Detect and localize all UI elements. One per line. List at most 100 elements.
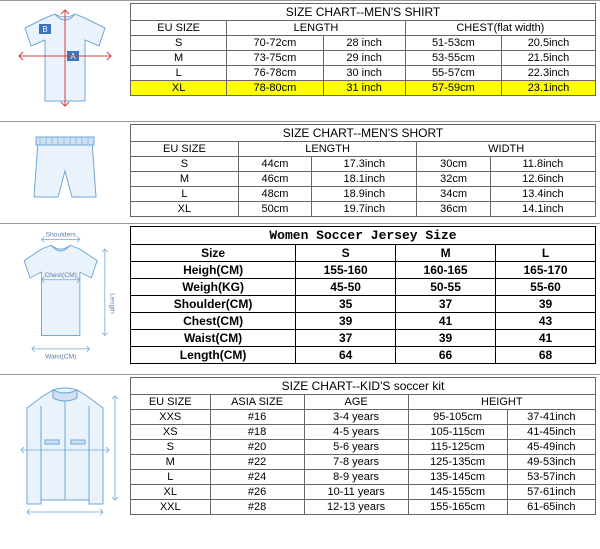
cell: 125-135cm xyxy=(408,455,507,470)
table-row: M#227-8 years125-135cm49-53inch xyxy=(131,455,596,470)
cell: 49-53inch xyxy=(507,455,595,470)
cell: 53-57inch xyxy=(507,470,595,485)
cell: 76-78cm xyxy=(227,66,323,81)
cell: 61-65inch xyxy=(507,500,595,515)
cell: 37 xyxy=(296,330,396,347)
cell: 10-11 years xyxy=(304,485,408,500)
cell: S xyxy=(131,157,239,172)
table-row: S44cm17.3inch30cm11.8inch xyxy=(131,157,596,172)
table-title: Women Soccer Jersey Size xyxy=(131,227,596,245)
cell: 21.5inch xyxy=(501,51,595,66)
shirt-diagram: B A xyxy=(0,1,130,121)
table-row: Heigh(CM)155-160160-165165-170 xyxy=(131,262,596,279)
svg-text:Length: Length xyxy=(109,293,116,314)
cell: #20 xyxy=(210,440,304,455)
table-row: Chest(CM)394143 xyxy=(131,313,596,330)
cell: 30cm xyxy=(417,157,490,172)
mens-shirt-section: B A SIZE CHART--MEN'S SHIRT EU SIZE LENG… xyxy=(0,0,600,121)
cell: Waist(CM) xyxy=(131,330,296,347)
cell: 13.4inch xyxy=(490,187,595,202)
cell: 7-8 years xyxy=(304,455,408,470)
cell: 4-5 years xyxy=(304,425,408,440)
cell: 45-49inch xyxy=(507,440,595,455)
cell: 155-160 xyxy=(296,262,396,279)
cell: 41 xyxy=(396,313,496,330)
cell: 135-145cm xyxy=(408,470,507,485)
cell: 73-75cm xyxy=(227,51,323,66)
cell: 57-59cm xyxy=(405,81,501,96)
cell: 19.7inch xyxy=(312,202,417,217)
cell: 39 xyxy=(496,296,596,313)
cell: #22 xyxy=(210,455,304,470)
cell: 30 inch xyxy=(323,66,405,81)
cell: 39 xyxy=(396,330,496,347)
cell: 50cm xyxy=(238,202,311,217)
svg-text:Shoulders: Shoulders xyxy=(46,232,77,239)
cell: XL xyxy=(131,202,239,217)
cell: XS xyxy=(131,425,211,440)
cell: 17.3inch xyxy=(312,157,417,172)
cell: 31 inch xyxy=(323,81,405,96)
cell: 12.6inch xyxy=(490,172,595,187)
cell: 14.1inch xyxy=(490,202,595,217)
cell: 46cm xyxy=(238,172,311,187)
cell: XL xyxy=(131,485,211,500)
table-row: Shoulder(CM)353739 xyxy=(131,296,596,313)
cell: XXL xyxy=(131,500,211,515)
women-jersey-section: Shoulders Chest(CM) Length Waist(CM) Wom… xyxy=(0,223,600,374)
cell: 36cm xyxy=(417,202,490,217)
svg-text:Chest(CM): Chest(CM) xyxy=(44,272,76,279)
table-row: M46cm18.1inch32cm12.6inch xyxy=(131,172,596,187)
cell: Length(CM) xyxy=(131,347,296,364)
table-title: SIZE CHART--MEN'S SHIRT xyxy=(131,4,596,21)
cell: 41-45inch xyxy=(507,425,595,440)
cell: XL xyxy=(131,81,227,96)
table-row: L#248-9 years135-145cm53-57inch xyxy=(131,470,596,485)
cell: #24 xyxy=(210,470,304,485)
table-row: XXS#163-4 years95-105cm37-41inch xyxy=(131,410,596,425)
cell: 23.1inch xyxy=(501,81,595,96)
table-row: M73-75cm29 inch53-55cm21.5inch xyxy=(131,51,596,66)
table-row: Waist(CM)373941 xyxy=(131,330,596,347)
cell: Chest(CM) xyxy=(131,313,296,330)
mens-short-table: SIZE CHART--MEN'S SHORT EU SIZE LENGTH W… xyxy=(130,124,596,217)
cell: 95-105cm xyxy=(408,410,507,425)
table-row: XL#2610-11 years145-155cm57-61inch xyxy=(131,485,596,500)
cell: #18 xyxy=(210,425,304,440)
svg-text:B: B xyxy=(42,25,47,34)
women-jersey-table: Women Soccer Jersey Size Size S M L Heig… xyxy=(130,226,596,364)
cell: 115-125cm xyxy=(408,440,507,455)
cell: 51-53cm xyxy=(405,36,501,51)
cell: S xyxy=(131,440,211,455)
header-row: Size S M L xyxy=(131,245,596,262)
cell: 64 xyxy=(296,347,396,364)
cell: Heigh(CM) xyxy=(131,262,296,279)
cell: 20.5inch xyxy=(501,36,595,51)
table-row: XL50cm19.7inch36cm14.1inch xyxy=(131,202,596,217)
cell: 57-61inch xyxy=(507,485,595,500)
cell: XXS xyxy=(131,410,211,425)
cell: 155-165cm xyxy=(408,500,507,515)
cell: Shoulder(CM) xyxy=(131,296,296,313)
cell: 41 xyxy=(496,330,596,347)
table-row: Weigh(KG)45-5050-5555-60 xyxy=(131,279,596,296)
mens-short-section: SIZE CHART--MEN'S SHORT EU SIZE LENGTH W… xyxy=(0,121,600,223)
table-title: SIZE CHART--MEN'S SHORT xyxy=(131,125,596,142)
cell: S xyxy=(131,36,227,51)
cell: 53-55cm xyxy=(405,51,501,66)
cell: 18.1inch xyxy=(312,172,417,187)
cell: 45-50 xyxy=(296,279,396,296)
table-row: S#205-6 years115-125cm45-49inch xyxy=(131,440,596,455)
cell: M xyxy=(131,51,227,66)
table-row: XL78-80cm31 inch57-59cm23.1inch xyxy=(131,81,596,96)
cell: 145-155cm xyxy=(408,485,507,500)
jacket-diagram xyxy=(0,375,130,535)
kids-kit-table: SIZE CHART--KID'S soccer kit EU SIZE ASI… xyxy=(130,377,596,515)
cell: 39 xyxy=(296,313,396,330)
cell: 22.3inch xyxy=(501,66,595,81)
cell: Weigh(KG) xyxy=(131,279,296,296)
cell: 5-6 years xyxy=(304,440,408,455)
table-row: Length(CM)646668 xyxy=(131,347,596,364)
table-row: L48cm18.9inch34cm13.4inch xyxy=(131,187,596,202)
cell: L xyxy=(131,66,227,81)
